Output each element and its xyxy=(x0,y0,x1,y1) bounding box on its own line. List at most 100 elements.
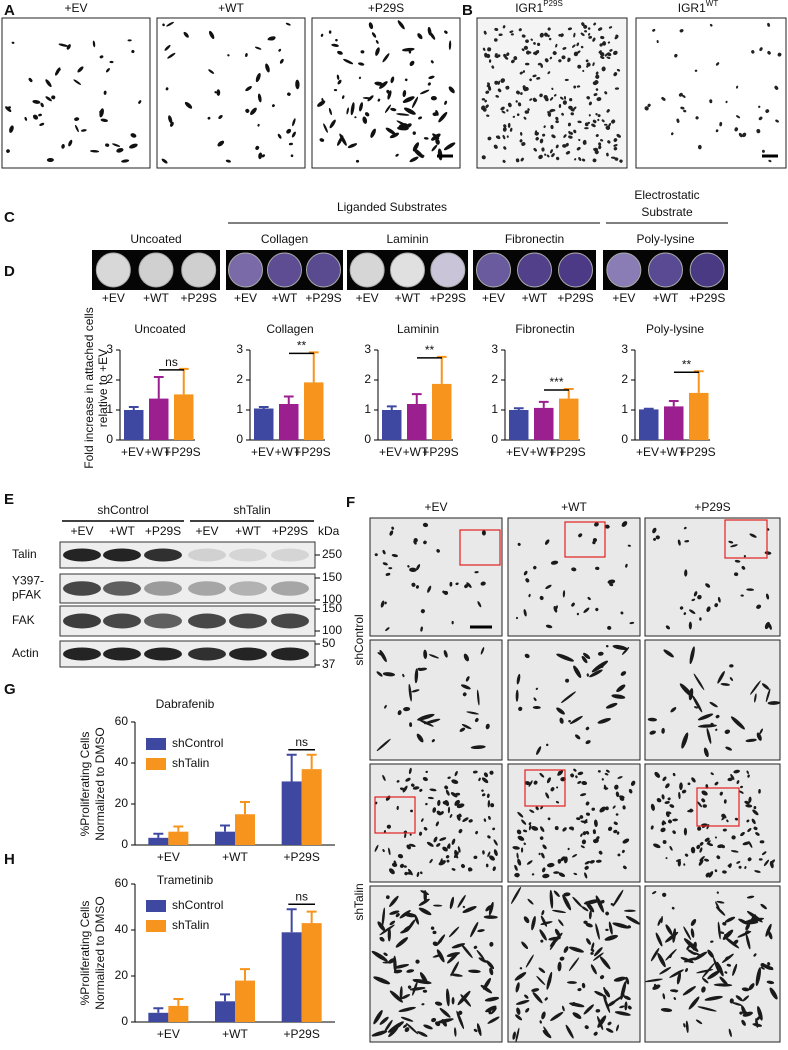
cell-feature xyxy=(595,134,599,138)
band xyxy=(103,647,141,661)
cell-feature xyxy=(389,910,400,915)
cell-feature xyxy=(563,892,571,897)
cell-feature xyxy=(483,818,487,822)
cell-feature xyxy=(687,949,697,956)
cell-feature xyxy=(690,918,697,926)
cell-feature xyxy=(583,899,601,905)
cell-feature xyxy=(759,728,763,735)
cell-feature xyxy=(388,847,391,856)
cell-feature xyxy=(354,116,357,119)
row-label: FAK xyxy=(12,613,35,627)
cell-feature xyxy=(706,727,712,744)
cell-feature xyxy=(582,831,587,836)
cell-feature xyxy=(679,782,683,791)
cell-feature xyxy=(576,817,581,821)
cell-feature xyxy=(758,858,763,861)
cell-feature xyxy=(538,154,543,160)
dish-label: +WT xyxy=(143,291,169,305)
y-tick-label: 0 xyxy=(106,432,113,446)
cell-feature xyxy=(522,70,525,74)
dish-label: +EV xyxy=(102,291,125,305)
cell-feature xyxy=(583,24,588,29)
cell-feature xyxy=(693,591,698,597)
cell-feature xyxy=(603,986,607,993)
y-tick-label: 2 xyxy=(491,372,498,386)
cell-feature xyxy=(544,539,550,545)
cell-feature xyxy=(488,59,492,63)
cell-feature xyxy=(131,49,135,54)
cell-feature xyxy=(403,706,411,712)
cell-feature xyxy=(513,56,518,61)
cell-feature xyxy=(541,147,545,152)
cell-feature xyxy=(581,781,588,786)
cell-feature xyxy=(490,1007,497,1015)
cell-feature xyxy=(439,1007,451,1018)
cell-feature xyxy=(622,865,627,870)
cell-feature xyxy=(375,47,380,56)
cell-feature xyxy=(337,50,343,55)
cell-feature xyxy=(767,51,771,55)
cell-feature xyxy=(443,142,456,151)
band xyxy=(229,548,267,562)
cell-feature xyxy=(483,772,489,778)
cell-feature xyxy=(661,727,665,734)
cell-feature xyxy=(681,732,689,749)
cell-feature xyxy=(433,904,443,907)
cell-feature xyxy=(678,791,681,800)
cell-feature xyxy=(652,527,657,534)
cell-feature xyxy=(403,912,417,918)
cell-feature xyxy=(532,705,541,709)
significance-label: ** xyxy=(425,343,435,357)
cell-feature xyxy=(570,112,575,116)
cell-feature xyxy=(450,961,459,977)
y-axis-label: Fold increase in attached cells xyxy=(82,307,96,468)
cell-feature xyxy=(746,588,755,591)
x-tick-label: +P29S xyxy=(283,1027,319,1041)
cell-feature xyxy=(485,90,490,94)
cell-feature xyxy=(582,69,585,72)
cell-feature xyxy=(605,1028,614,1033)
cell-feature xyxy=(739,1011,743,1015)
cell-feature xyxy=(109,60,114,64)
cell-feature xyxy=(449,896,455,910)
cell-feature xyxy=(496,135,500,139)
bar xyxy=(148,1012,169,1022)
cell-feature xyxy=(558,103,562,109)
cell-feature xyxy=(431,739,435,743)
cell-feature xyxy=(402,96,415,103)
bar xyxy=(168,831,189,845)
cell-feature xyxy=(707,949,714,958)
cell-feature xyxy=(112,143,121,147)
cell-feature xyxy=(726,819,729,823)
cell-feature xyxy=(539,772,545,778)
cell-feature xyxy=(51,95,56,100)
cell-feature xyxy=(482,107,487,112)
cell-feature xyxy=(73,79,82,85)
cell-feature xyxy=(738,132,743,138)
cell-feature xyxy=(427,82,431,86)
error-bar xyxy=(306,910,317,924)
cell-feature xyxy=(319,138,325,142)
cell-feature xyxy=(335,38,338,42)
error-bar xyxy=(668,400,679,407)
cell-feature xyxy=(425,802,428,806)
lane-label: +WT xyxy=(235,524,261,538)
cell-feature xyxy=(767,701,781,705)
cell-feature xyxy=(379,1016,389,1025)
cell-feature xyxy=(684,853,689,857)
cell-feature xyxy=(539,836,544,840)
error-bar xyxy=(286,753,297,782)
cell-feature xyxy=(525,578,530,583)
cell-feature xyxy=(486,82,490,85)
cell-feature xyxy=(653,983,657,987)
cell-feature xyxy=(696,969,714,974)
cell-feature xyxy=(751,50,755,54)
cell-feature xyxy=(664,801,670,804)
cell-feature xyxy=(732,963,738,976)
cell-feature xyxy=(719,791,723,796)
cell-feature xyxy=(569,98,573,102)
cell-feature xyxy=(458,828,463,834)
group-label: shControl xyxy=(97,503,148,517)
group-header: Liganded Substrates xyxy=(337,200,447,214)
y-axis-label: %Proliferating Cells xyxy=(78,732,92,837)
